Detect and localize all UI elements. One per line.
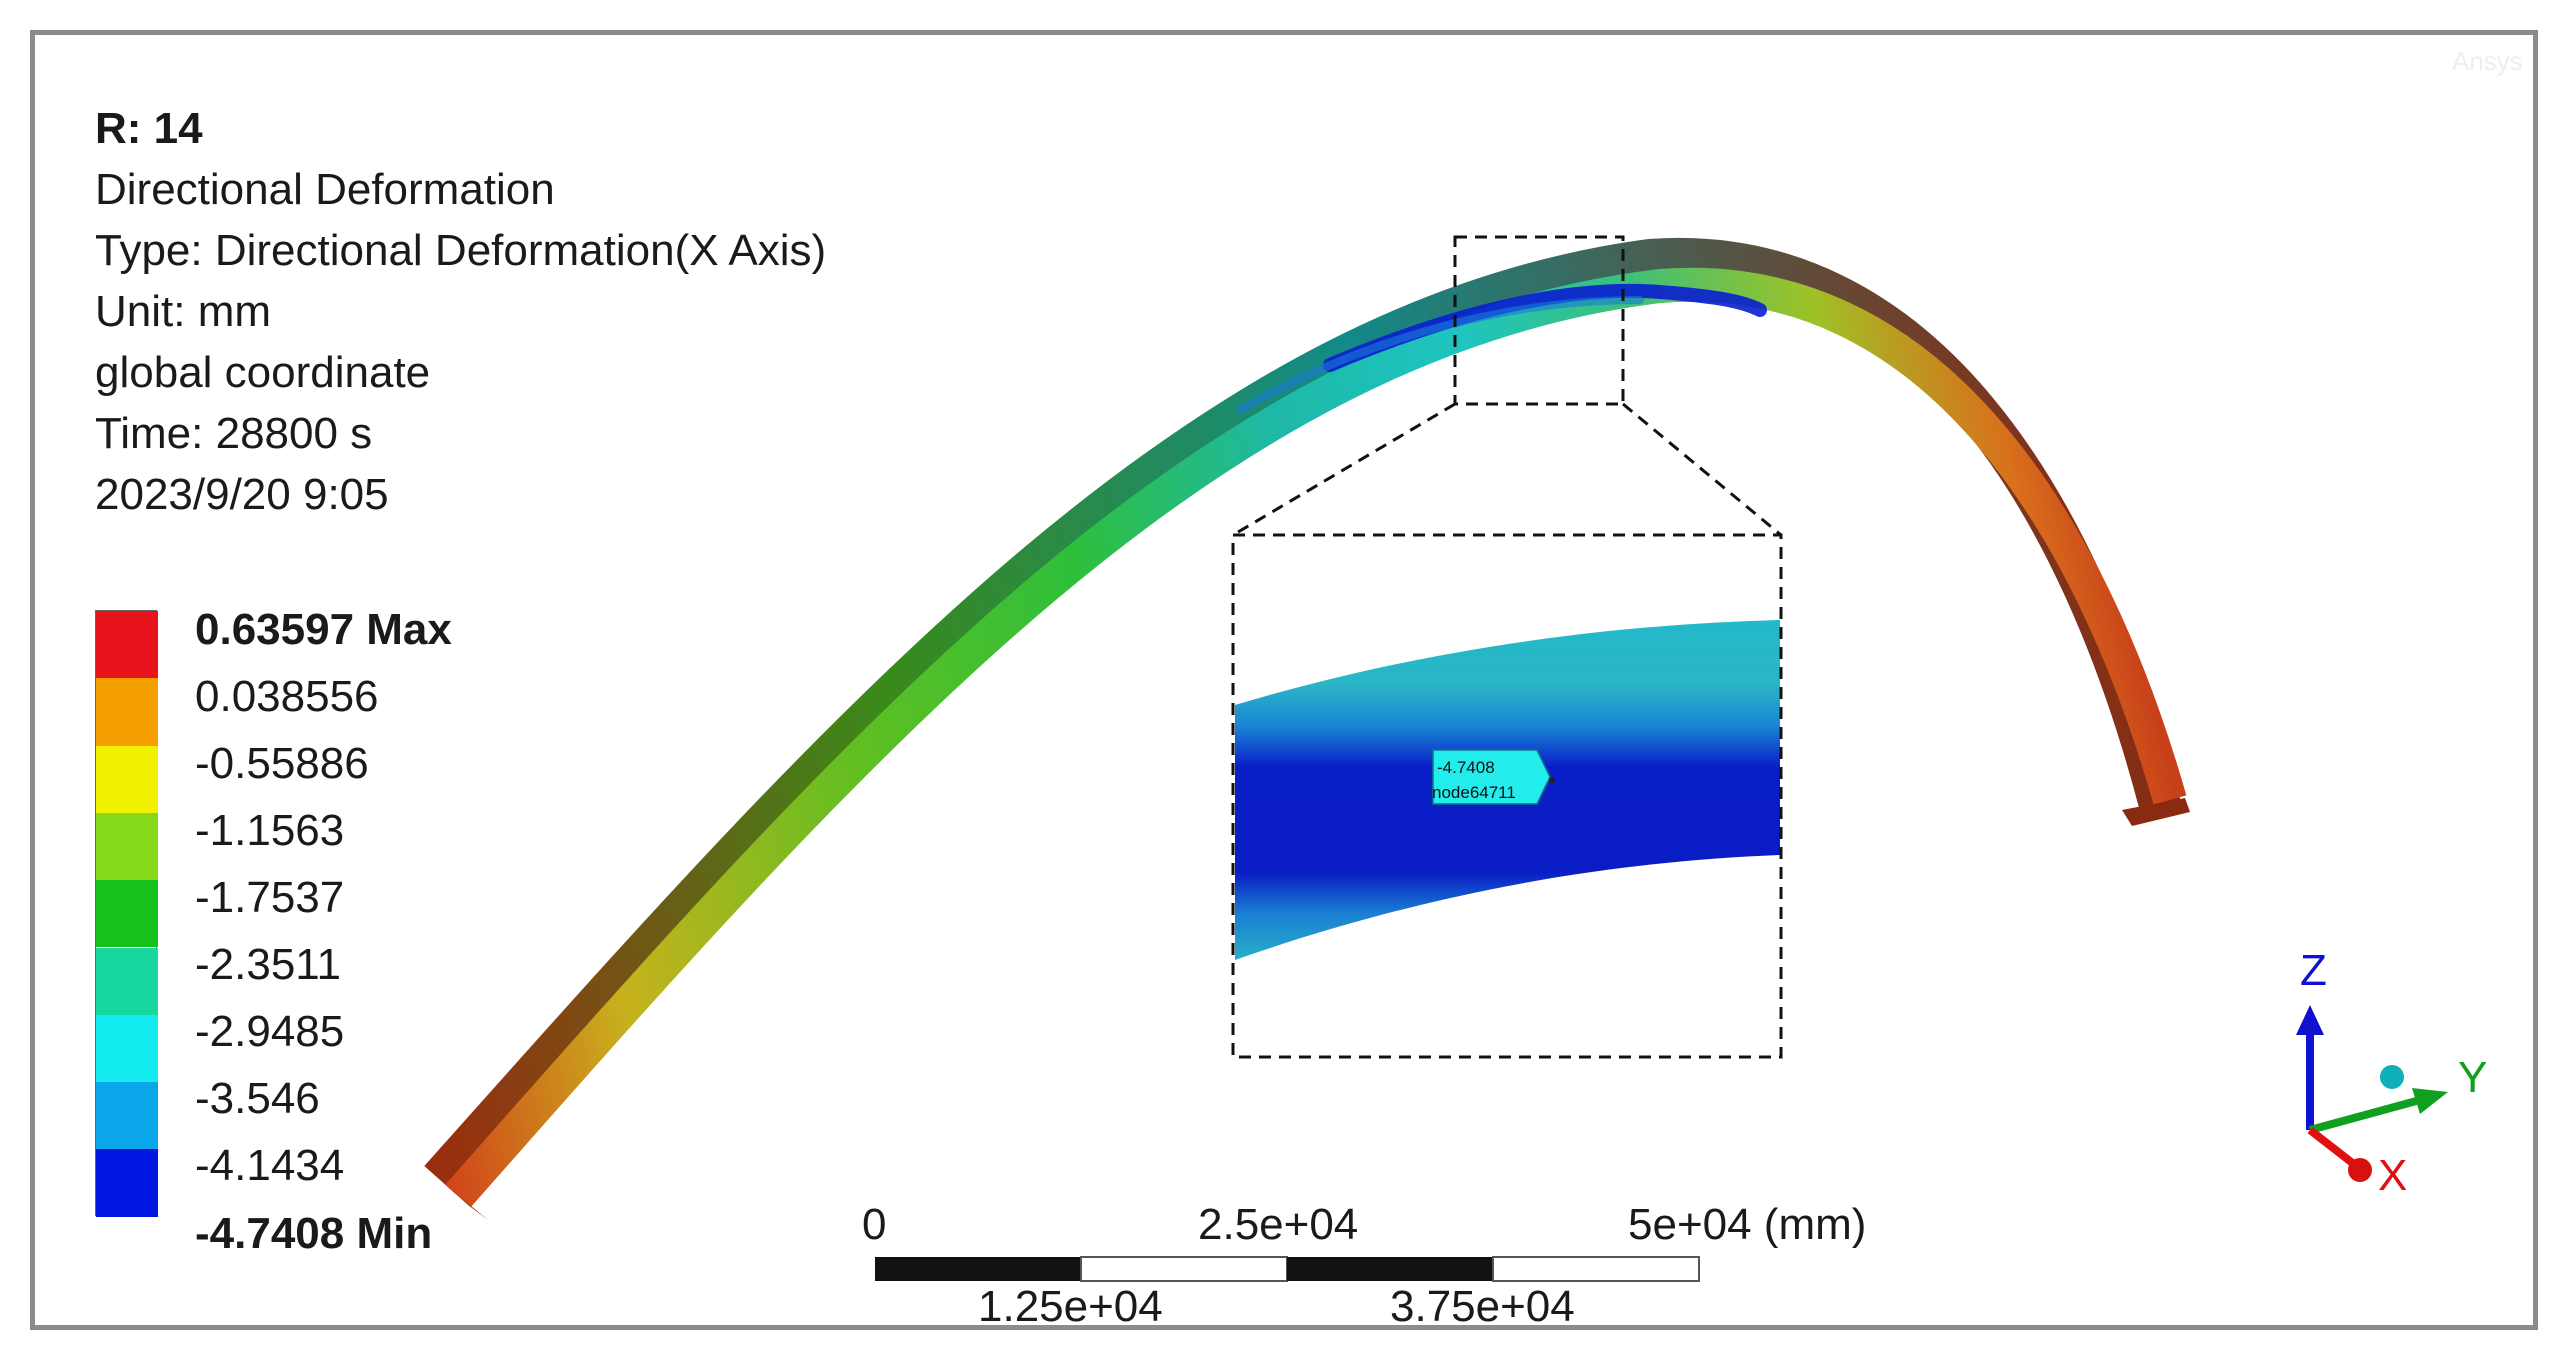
beam-end-right	[2122, 798, 2190, 826]
y-axis-label: Y	[2458, 1053, 2487, 1102]
legend-swatch-9	[96, 1149, 158, 1217]
legend-level-6: -2.9485	[195, 1007, 345, 1056]
zoom-inset-box	[1231, 533, 1783, 1059]
legend-level-1: 0.038556	[195, 672, 379, 721]
result-id: R: 14	[95, 104, 203, 153]
zoom-connector-left	[1232, 402, 1456, 537]
result-name: Directional Deformation	[95, 165, 555, 214]
legend-swatch-6	[96, 947, 158, 1015]
triad-iso-ball	[2380, 1065, 2404, 1089]
legend-colorbar	[95, 610, 158, 1217]
scale-seg-3	[1287, 1257, 1493, 1281]
scale-label-37-5k: 3.75e+04	[1390, 1282, 1575, 1331]
probe-node: node64711	[1432, 783, 1516, 802]
result-time: Time: 28800 s	[95, 409, 373, 458]
legend-level-2: -0.55886	[195, 739, 369, 788]
x-axis-label: X	[2378, 1151, 2407, 1200]
ansys-watermark: Ansys	[2452, 46, 2523, 76]
z-axis-arrow	[2296, 1005, 2324, 1035]
legend-swatch-3	[96, 745, 158, 813]
legend-min-label: -4.7408 Min	[195, 1209, 433, 1258]
legend-swatch-8	[96, 1082, 158, 1150]
coordinate-system: global coordinate	[95, 348, 431, 397]
x-axis-ball	[2348, 1158, 2372, 1182]
zoom-source-box	[1453, 235, 1625, 406]
legend-swatch-1	[96, 611, 158, 679]
legend-level-8: -4.1434	[195, 1141, 345, 1190]
result-type: Type: Directional Deformation(X Axis)	[95, 226, 827, 275]
beam-low-region	[1236, 296, 1644, 414]
result-timestamp: 2023/9/20 9:05	[95, 470, 389, 519]
zoom-connector-right	[1622, 402, 1782, 537]
z-axis-label: Z	[2300, 946, 2327, 995]
scale-label-25k: 2.5e+04	[1198, 1200, 1359, 1249]
scale-bar	[875, 1256, 1700, 1282]
legend-level-3: -1.1563	[195, 806, 345, 855]
legend-swatch-4	[96, 812, 158, 881]
scale-seg-4	[1492, 1256, 1700, 1282]
legend-level-4: -1.7537	[195, 873, 345, 922]
color-legend[interactable]: 0.63597 Max 0.038556 -0.55886 -1.1563 -1…	[95, 605, 575, 1256]
legend-swatch-7	[96, 1014, 158, 1083]
axis-triad[interactable]: Z Y X	[2296, 946, 2487, 1200]
scale-label-0: 0	[862, 1200, 887, 1249]
legend-swatch-2	[96, 678, 158, 746]
probe-value: -4.7408	[1437, 758, 1495, 777]
scale-label-12-5k: 1.25e+04	[978, 1282, 1163, 1331]
scale-seg-1	[875, 1257, 1081, 1281]
probe-label-box	[1432, 749, 1551, 805]
probe-annotation[interactable]: -4.7408 node64711	[1432, 749, 1555, 805]
legend-swatch-5	[96, 880, 158, 948]
y-axis-arrow	[2412, 1088, 2448, 1114]
result-info: R: 14 Directional Deformation Type: Dire…	[95, 98, 826, 525]
legend-level-5: -2.3511	[195, 940, 341, 989]
scale-seg-2	[1080, 1256, 1288, 1282]
legend-max-label: 0.63597 Max	[195, 605, 452, 654]
y-axis-line	[2308, 1096, 2422, 1134]
legend-level-7: -3.546	[195, 1074, 320, 1123]
result-unit: Unit: mm	[95, 287, 271, 336]
probe-point	[1549, 777, 1555, 783]
scale-label-50k: 5e+04 (mm)	[1628, 1200, 1867, 1249]
x-axis-line	[2307, 1126, 2358, 1169]
